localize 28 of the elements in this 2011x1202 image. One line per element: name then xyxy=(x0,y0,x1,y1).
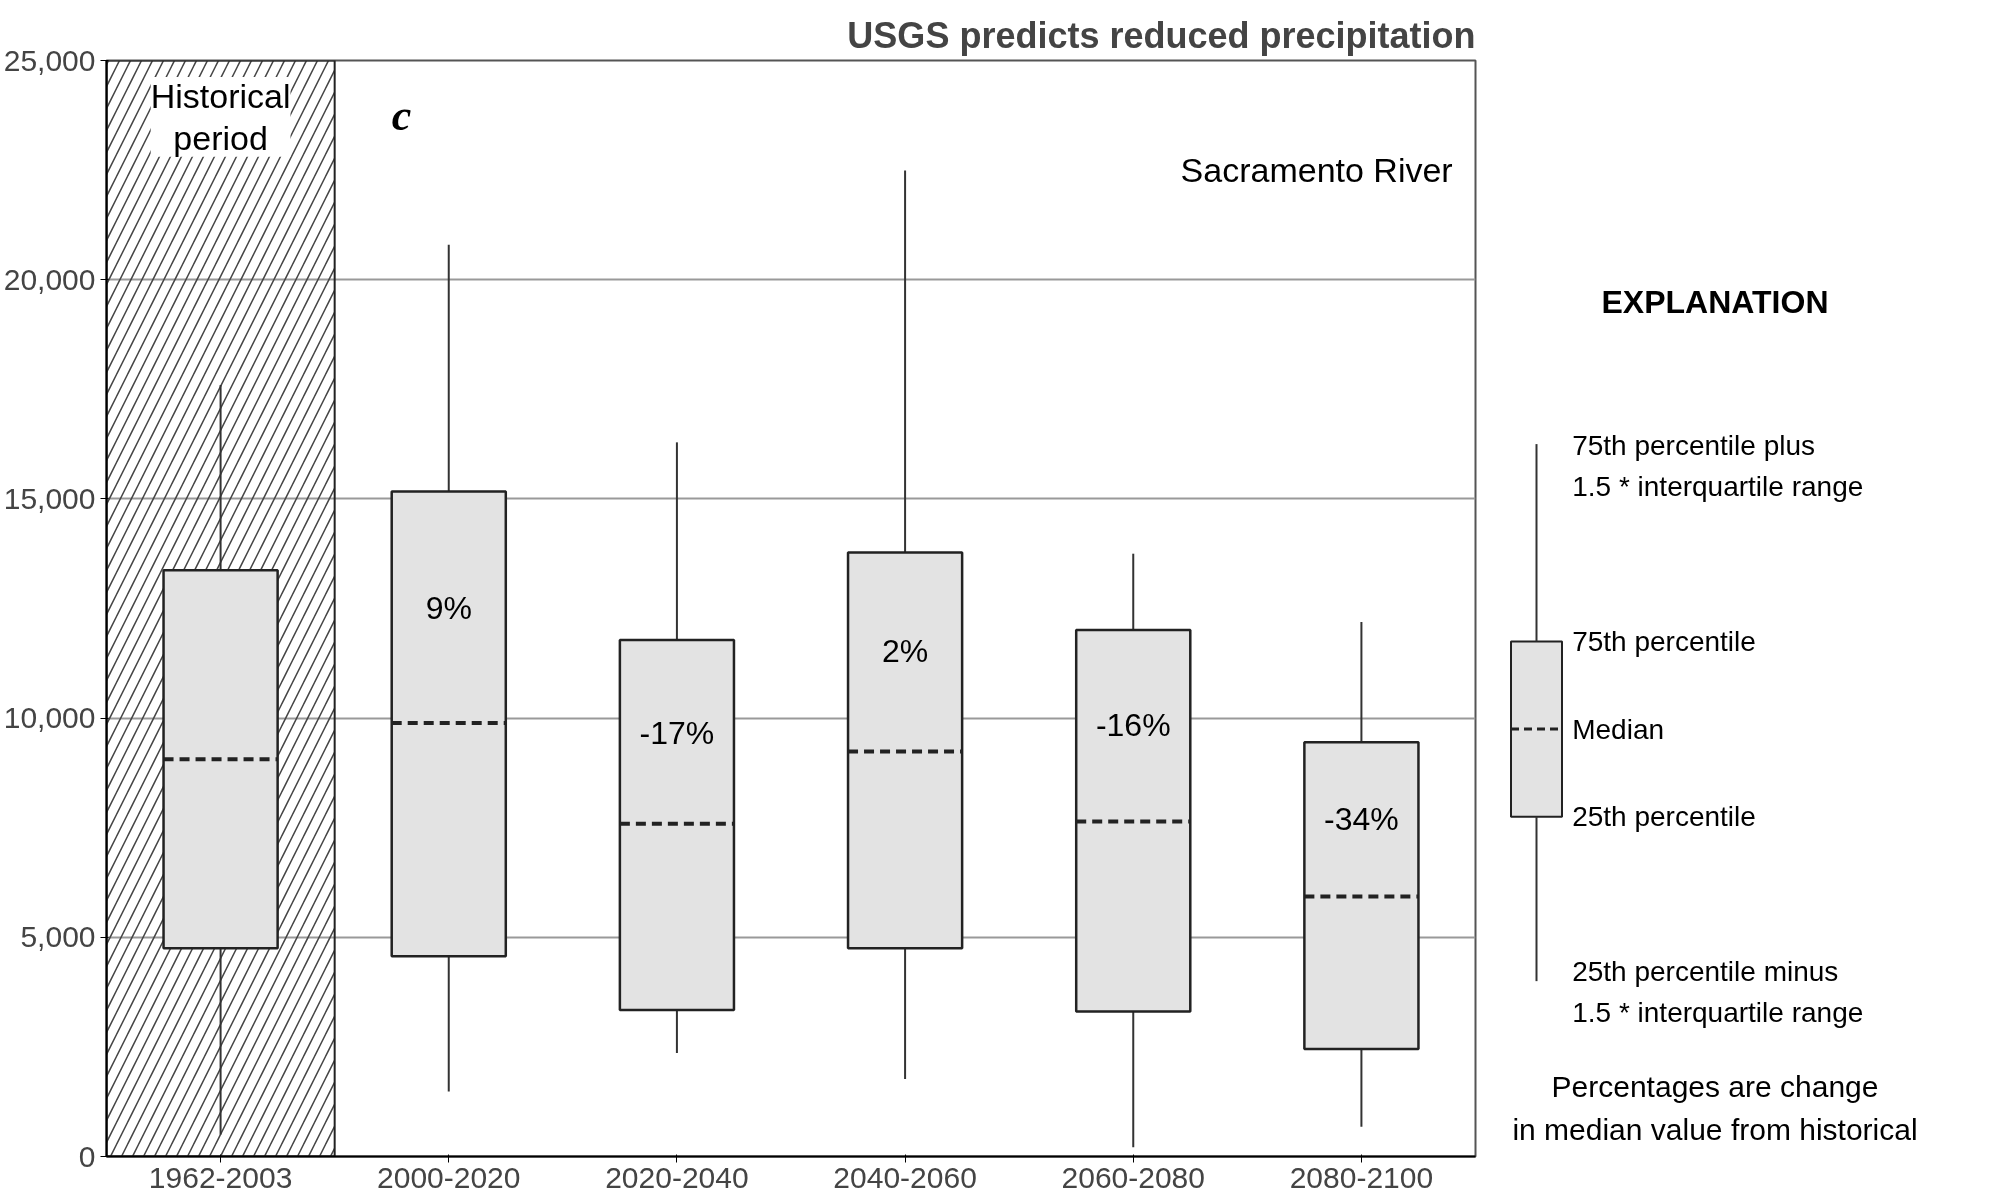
y-tick-label: 15,000 xyxy=(3,481,96,515)
x-tick-label: 2020-2040 xyxy=(605,1160,749,1194)
text: 25th percentile minus 1.5 * interquartile range xyxy=(1572,956,1864,1028)
x-tick-label: 2060-2080 xyxy=(1061,1160,1205,1194)
y-tick-label: 10,000 xyxy=(3,701,96,735)
annotation: c xyxy=(391,90,412,140)
annotation: 2% xyxy=(881,633,929,670)
text: Percentages are change in median value from historical xyxy=(1512,1069,1918,1146)
chart-title: USGS predicts reduced precipitation xyxy=(847,14,1476,56)
text: EXPLANATION xyxy=(1601,283,1829,320)
x-tick-label: 2080-2100 xyxy=(1289,1160,1434,1194)
x-tick-label: 2000-2020 xyxy=(377,1160,521,1194)
y-tick-label: 5,000 xyxy=(20,920,96,954)
x-tick-label: 2040-2060 xyxy=(833,1160,977,1194)
text: 75th percentile xyxy=(1572,625,1756,657)
y-tick-label: 25,000 xyxy=(3,43,96,77)
text: Median xyxy=(1572,713,1665,745)
annotation: -34% xyxy=(1324,800,1399,837)
y-tick-label: 0 xyxy=(78,1139,96,1173)
band-label: Historical period xyxy=(150,76,291,157)
annotation: 9% xyxy=(425,589,472,626)
y-tick-label: 20,000 xyxy=(3,262,96,296)
annotation: -16% xyxy=(1095,707,1171,744)
annotation: Sacramento River xyxy=(1180,151,1453,190)
text: 25th percentile xyxy=(1572,801,1756,833)
text: 75th percentile plus 1.5 * interquartile range xyxy=(1572,430,1864,502)
x-tick-label: 1962-2003 xyxy=(148,1160,293,1194)
annotation: -17% xyxy=(639,714,715,751)
